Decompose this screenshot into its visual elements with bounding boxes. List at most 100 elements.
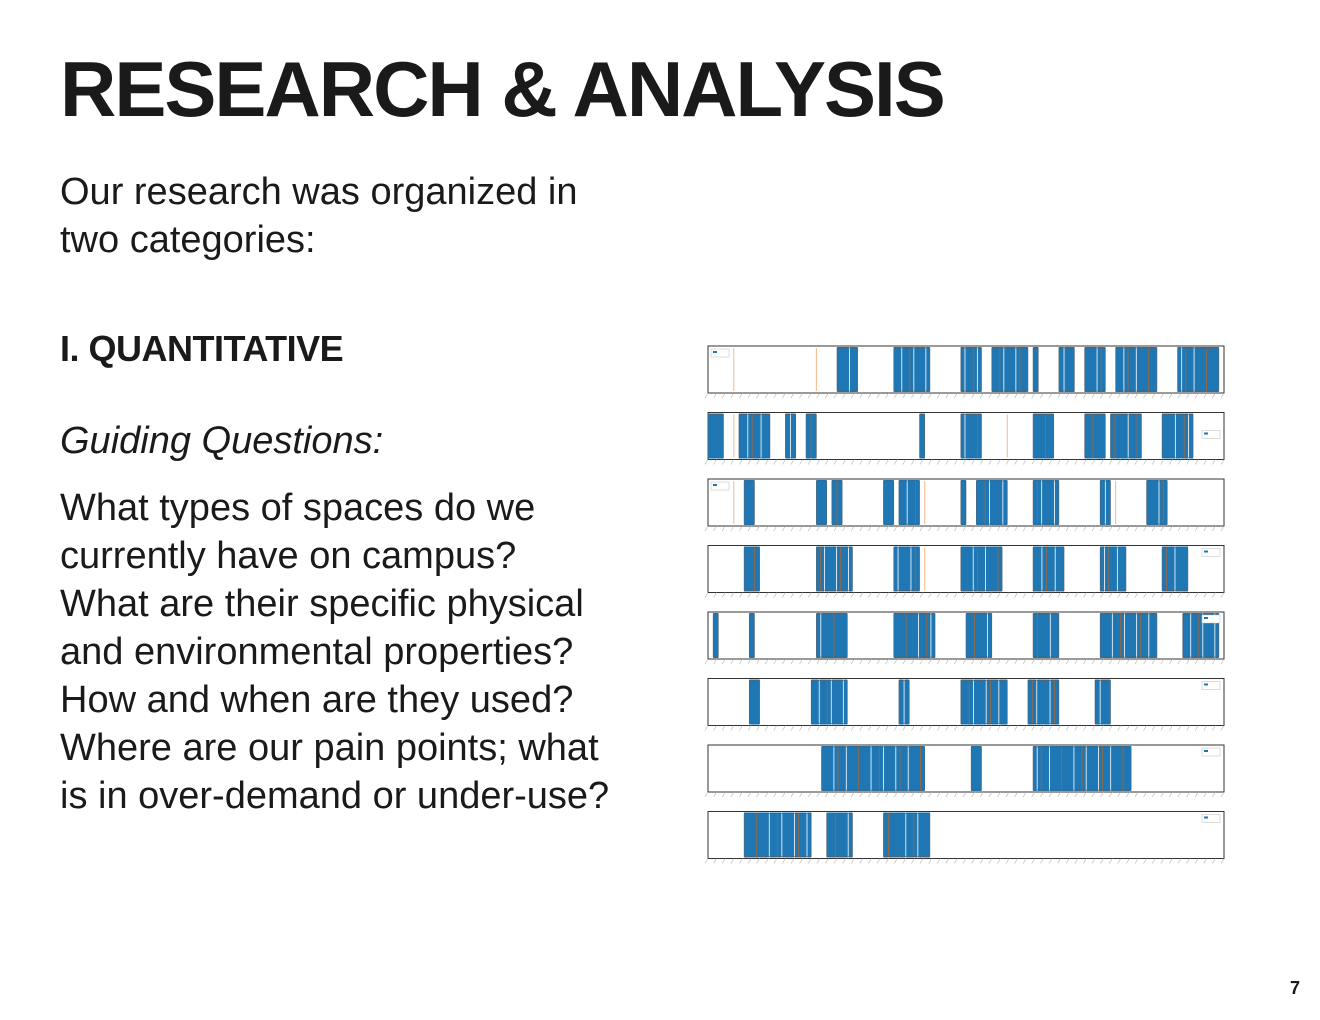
x-tick — [739, 658, 743, 665]
x-tick — [850, 392, 855, 399]
x-tick — [1151, 525, 1156, 532]
x-tick — [799, 725, 803, 731]
x-tick — [721, 725, 726, 731]
occupancy-outline — [712, 613, 719, 658]
x-tick — [954, 858, 958, 864]
legend-swatch — [713, 351, 717, 353]
x-tick — [1065, 592, 1070, 598]
x-tick — [1005, 725, 1010, 731]
x-tick — [945, 791, 950, 798]
x-tick — [1177, 392, 1182, 399]
x-tick — [945, 525, 950, 532]
x-tick — [799, 791, 803, 798]
x-tick — [1160, 459, 1165, 465]
x-tick — [988, 525, 993, 532]
x-tick — [1126, 791, 1130, 798]
x-tick — [764, 791, 769, 798]
x-tick — [1083, 525, 1087, 532]
occupancy-outline — [893, 813, 931, 857]
x-tick — [1108, 658, 1113, 665]
x-tick — [756, 592, 760, 598]
x-tick — [979, 858, 984, 864]
x-tick — [902, 791, 907, 798]
x-tick — [997, 725, 1001, 731]
x-tick — [997, 392, 1001, 399]
x-tick — [885, 459, 889, 465]
x-tick — [756, 392, 760, 399]
x-tick — [885, 392, 889, 399]
occupancy-outline — [960, 680, 1008, 724]
x-tick — [747, 858, 752, 864]
occupancy-bar — [1162, 413, 1194, 459]
x-tick — [807, 592, 812, 598]
x-tick — [954, 525, 958, 532]
x-tick — [1083, 858, 1087, 864]
x-tick — [1186, 525, 1190, 532]
x-tick — [1022, 592, 1027, 598]
x-tick — [971, 525, 975, 532]
x-tick — [747, 592, 752, 598]
x-tick — [816, 392, 821, 399]
x-tick — [1212, 725, 1216, 731]
x-tick — [911, 858, 915, 864]
x-tick — [782, 658, 786, 665]
x-tick — [1031, 658, 1036, 665]
x-tick — [1194, 858, 1199, 864]
x-tick — [936, 392, 941, 399]
x-tick — [816, 525, 821, 532]
x-tick — [1186, 791, 1190, 798]
x-tick — [1083, 725, 1087, 731]
x-tick — [1108, 459, 1113, 465]
x-tick — [971, 658, 975, 665]
x-tick — [1126, 725, 1130, 731]
x-tick — [928, 592, 932, 598]
x-tick — [936, 525, 941, 532]
x-tick — [721, 791, 726, 798]
x-tick — [721, 525, 726, 532]
occupancy-bar — [749, 613, 755, 658]
x-tick — [1074, 525, 1079, 532]
x-tick — [842, 791, 846, 798]
x-tick — [876, 459, 881, 465]
x-tick — [1126, 658, 1130, 665]
occupancy-bar — [1033, 413, 1054, 459]
question-line: currently have on campus? — [60, 535, 517, 577]
x-tick — [764, 392, 769, 399]
occupancy-outline — [976, 480, 1008, 525]
x-tick — [936, 592, 941, 598]
x-tick — [971, 459, 975, 465]
x-tick — [885, 725, 889, 731]
x-tick — [704, 525, 709, 532]
x-tick — [954, 725, 958, 731]
x-tick — [859, 525, 864, 532]
x-tick — [773, 392, 778, 399]
x-tick — [1005, 525, 1010, 532]
occupancy-outline — [960, 480, 967, 525]
x-tick — [1083, 392, 1087, 399]
x-tick — [790, 459, 795, 465]
x-tick — [825, 459, 829, 465]
x-tick — [1014, 525, 1018, 532]
occupancy-bar — [1146, 480, 1168, 525]
x-tick — [1151, 392, 1156, 399]
x-tick — [1031, 392, 1036, 399]
x-tick — [1134, 725, 1139, 731]
x-tick — [825, 791, 829, 798]
x-tick — [962, 791, 967, 798]
x-tick — [1203, 392, 1208, 399]
x-tick — [764, 725, 769, 731]
x-tick — [919, 392, 924, 399]
x-tick — [713, 525, 717, 532]
x-tick — [730, 791, 735, 798]
x-tick — [782, 725, 786, 731]
occupancy-outline — [785, 414, 797, 458]
x-tick — [868, 791, 872, 798]
x-tick — [954, 459, 958, 465]
x-tick — [893, 392, 898, 399]
x-tick — [859, 459, 864, 465]
x-tick — [1117, 858, 1122, 864]
x-tick — [1048, 858, 1053, 864]
x-tick — [1083, 459, 1087, 465]
x-tick — [979, 791, 984, 798]
x-tick — [1074, 592, 1079, 598]
